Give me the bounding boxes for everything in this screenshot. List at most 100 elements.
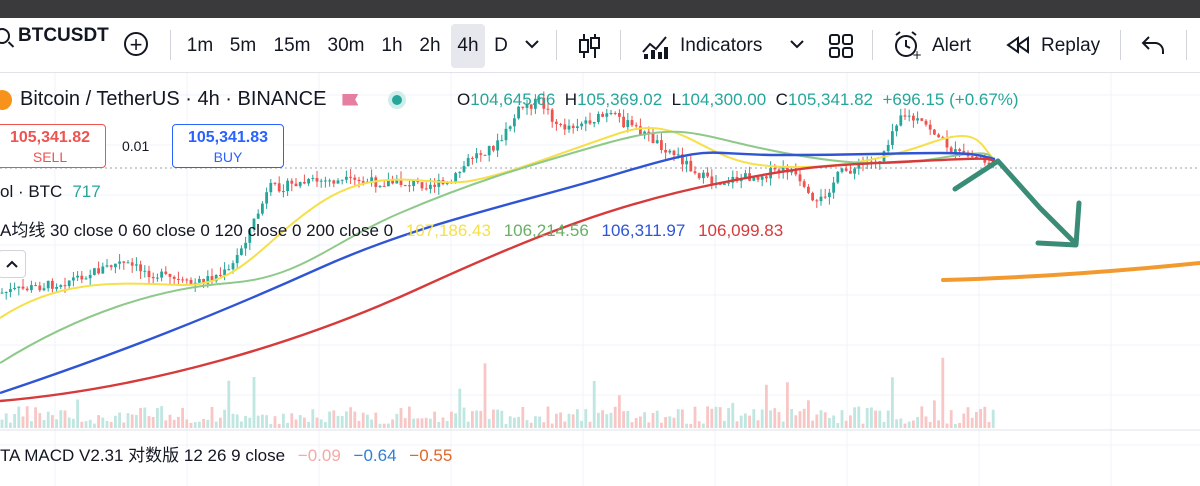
volume-bar <box>17 406 21 428</box>
volume-bar <box>786 382 789 428</box>
volume-bar <box>227 380 231 428</box>
volume-bar <box>135 415 138 428</box>
volume-bar <box>945 423 949 428</box>
candle-body <box>143 270 147 272</box>
candle-body <box>458 171 462 174</box>
candle-body <box>252 218 256 230</box>
candle-body <box>412 180 415 186</box>
replay-icon[interactable] <box>1004 36 1032 54</box>
undo-icon[interactable] <box>1141 34 1165 56</box>
toolbar-divider <box>170 30 171 60</box>
candle-body <box>256 213 260 219</box>
volume-bar <box>420 418 424 428</box>
sell-price: 105,341.82 <box>9 129 91 146</box>
timeframe-30m[interactable]: 30m <box>327 35 365 56</box>
volume-bar <box>500 410 504 428</box>
volume-bar <box>177 416 180 428</box>
buy-button[interactable]: 105,341.83 BUY <box>172 124 284 168</box>
volume-bar <box>807 400 810 428</box>
volume-bar <box>739 415 743 428</box>
market-open-icon <box>392 94 403 105</box>
volume-bar <box>555 413 558 428</box>
timeframe-d[interactable]: D <box>494 35 508 56</box>
low-value: 104,300.00 <box>681 90 767 109</box>
volume-bar <box>647 422 651 428</box>
volume-bar <box>193 422 197 428</box>
chevron-down-icon[interactable] <box>789 38 805 50</box>
candle-body <box>59 285 63 287</box>
compare-symbol-button[interactable]: + <box>124 32 148 56</box>
candle-body <box>118 261 121 264</box>
volume-bar <box>874 410 877 428</box>
volume-bar <box>823 412 827 428</box>
candle-body <box>114 263 117 268</box>
volume-bar <box>277 423 281 428</box>
drawn-arrow-line <box>952 158 1078 246</box>
collapse-legend-button[interactable] <box>0 250 26 278</box>
volume-bar <box>777 412 781 428</box>
candle-body <box>399 178 403 185</box>
volume-bar <box>987 421 991 428</box>
candle-body <box>261 203 264 214</box>
timeframe-5m[interactable]: 5m <box>229 35 257 56</box>
ma60-value: 106,214.56 <box>503 221 589 240</box>
volume-bar <box>231 413 235 428</box>
volume-bar <box>790 409 793 428</box>
candle-type-icon[interactable] <box>577 32 601 60</box>
volume-bar <box>46 411 50 428</box>
volume-bar <box>592 380 596 428</box>
timeframe-2h[interactable]: 2h <box>419 35 441 56</box>
candle-body <box>387 180 390 187</box>
candle-body <box>433 184 436 187</box>
candle-body <box>4 292 8 294</box>
ma120-line <box>0 151 996 395</box>
symbol-search[interactable]: BTCUSDT <box>0 25 109 47</box>
volume-bar <box>109 422 113 428</box>
timeframe-1m[interactable]: 1m <box>186 35 214 56</box>
volume-bar <box>941 357 945 428</box>
volume-bar <box>290 413 294 428</box>
volume-bar <box>63 410 67 428</box>
volume-bar <box>588 421 592 428</box>
candle-body <box>298 182 302 187</box>
candle-body <box>147 270 151 278</box>
volume-bar <box>849 415 852 428</box>
macd-legend: TA MACD V2.31 对数版 12 26 9 close −0.09 −0… <box>0 441 452 466</box>
candle-body <box>697 173 701 179</box>
candle-body <box>634 125 638 127</box>
volume-bar <box>361 412 365 428</box>
volume-bar <box>634 418 638 428</box>
candle-body <box>849 170 852 174</box>
sell-button[interactable]: 105,341.82 SELL <box>0 124 106 168</box>
chevron-down-icon[interactable] <box>524 38 540 50</box>
timeframe-4h[interactable]: 4h <box>451 24 485 68</box>
indicators-icon[interactable] <box>641 32 669 60</box>
volume-bar <box>546 406 550 428</box>
timeframe-15m[interactable]: 15m <box>273 35 311 56</box>
close-label: C <box>775 90 788 109</box>
volume-bar <box>387 423 390 428</box>
candle-body <box>857 162 861 169</box>
layout-grid-icon[interactable] <box>828 33 854 59</box>
ma120-value: 106,311.97 <box>601 221 686 240</box>
volume-bar <box>802 408 806 428</box>
alert-button[interactable]: Alert <box>932 35 972 56</box>
candle-body <box>319 180 323 182</box>
price-chart[interactable] <box>0 73 1200 486</box>
volume-bar <box>210 406 214 428</box>
flag-icon[interactable] <box>342 93 359 106</box>
replay-button[interactable]: Replay <box>1041 35 1101 56</box>
volume-bar <box>172 419 176 428</box>
volume-bar <box>882 421 886 428</box>
candle-body <box>710 176 714 185</box>
volume-bar <box>819 410 823 428</box>
indicators-button[interactable]: Indicators <box>680 35 763 56</box>
candle-body <box>811 192 814 201</box>
candle-body <box>172 276 176 279</box>
timeframe-1h[interactable]: 1h <box>381 35 403 56</box>
alarm-icon[interactable]: + <box>892 30 922 60</box>
volume-bar <box>651 413 655 428</box>
candle-body <box>492 146 495 151</box>
volume-bar <box>949 410 953 428</box>
volume-bar <box>723 420 726 428</box>
